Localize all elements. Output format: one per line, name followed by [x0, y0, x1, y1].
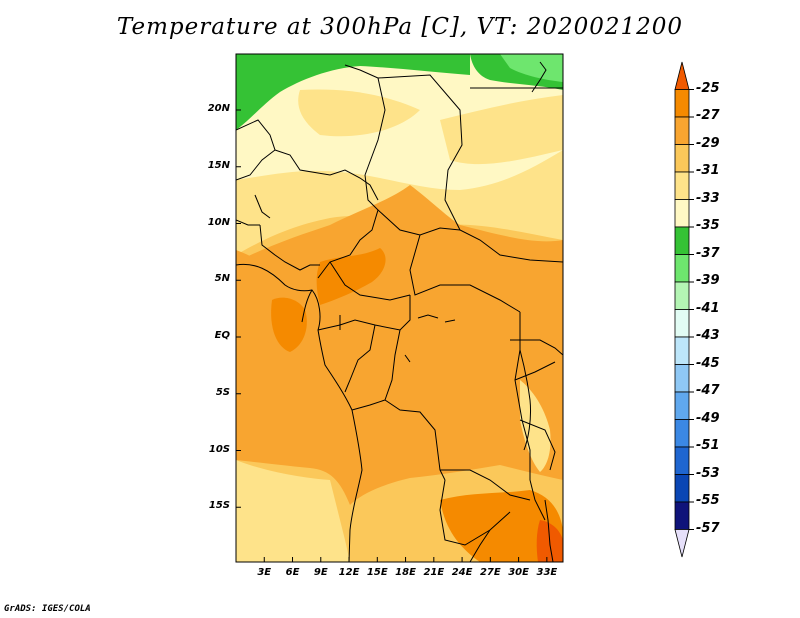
longitude-label: 6E	[285, 567, 300, 578]
longitude-label: 3E	[257, 567, 272, 578]
field-ne-warm	[440, 95, 563, 165]
colorbar-swatch	[674, 529, 690, 558]
colorbar-swatch	[674, 254, 690, 283]
field-hot-south	[440, 490, 563, 562]
colorbar	[674, 61, 694, 558]
colorbar-swatch	[674, 309, 690, 338]
colorbar-swatch	[674, 501, 690, 530]
map-title: Temperature at 300hPa [C], VT: 202002120…	[116, 14, 684, 40]
latitude-label: 15N	[207, 159, 230, 171]
axis-ticks	[236, 109, 548, 562]
longitude-label: 30E	[508, 567, 529, 578]
field-north-warm	[298, 89, 420, 137]
colorbar-swatch	[674, 391, 690, 420]
colorbar-label: -27	[696, 108, 720, 123]
colorbar-label: -45	[696, 355, 720, 371]
grads-credit: GrADS: IGES/COLA	[4, 604, 91, 614]
field-hot-central	[316, 248, 386, 305]
colorbar-swatch	[674, 89, 690, 118]
colorbar-label: -55	[696, 493, 720, 508]
latitude-label: 5S	[215, 386, 230, 398]
colorbar-label: -33	[696, 190, 720, 206]
colorbar-label: -51	[696, 438, 720, 453]
colorbar-swatch	[674, 419, 690, 448]
latitude-label: 5N	[214, 273, 230, 285]
colorbar-swatch	[674, 171, 690, 200]
colorbar-swatch	[674, 61, 690, 90]
colorbar-label: -29	[696, 135, 720, 151]
longitude-label: 12E	[338, 567, 360, 578]
colorbar-label: -57	[696, 520, 720, 536]
colorbar-label: -41	[696, 300, 720, 316]
longitude-label: 21E	[423, 567, 445, 578]
longitude-label: 9E	[313, 567, 328, 578]
boundaries	[236, 61, 563, 562]
colorbar-swatch	[674, 226, 690, 255]
colorbar-swatch	[674, 116, 690, 145]
colorbar-swatch	[674, 144, 690, 173]
longitude-label: 33E	[536, 567, 558, 578]
colorbar-label: -35	[696, 218, 720, 233]
latitude-label: EQ	[214, 330, 230, 341]
colorbar-label: -53	[696, 465, 720, 481]
longitude-label: 18E	[395, 567, 416, 578]
colorbar-label: -31	[696, 163, 720, 178]
colorbar-swatch	[674, 199, 690, 228]
colorbar-swatch	[674, 281, 690, 310]
longitude-label: 27E	[479, 567, 501, 578]
field-cool-ne	[500, 54, 563, 82]
field-cold-north	[236, 54, 470, 130]
colorbar-label: -25	[696, 80, 720, 96]
field-south-atlantic	[236, 460, 350, 562]
latitude-label: 15S	[208, 500, 230, 512]
colorbar-swatch	[674, 474, 690, 503]
longitude-label: 15E	[366, 567, 388, 578]
colorbar-swatch	[674, 336, 690, 365]
temperature-field	[236, 54, 563, 562]
colorbar-label: -43	[696, 328, 720, 343]
field-hot-gulf	[271, 297, 307, 352]
colorbar-label: -49	[696, 410, 720, 426]
colorbar-swatch	[674, 446, 690, 475]
colorbar-label: -37	[696, 245, 720, 261]
latitude-label: 20N	[207, 103, 230, 114]
colorbar-label: -39	[696, 273, 720, 288]
colorbar-swatch	[674, 364, 690, 393]
latitude-label: 10S	[208, 443, 230, 455]
map-frame	[235, 53, 564, 563]
longitude-label: 24E	[451, 567, 473, 578]
latitude-label: 10N	[207, 216, 230, 228]
colorbar-label: -47	[696, 383, 720, 398]
